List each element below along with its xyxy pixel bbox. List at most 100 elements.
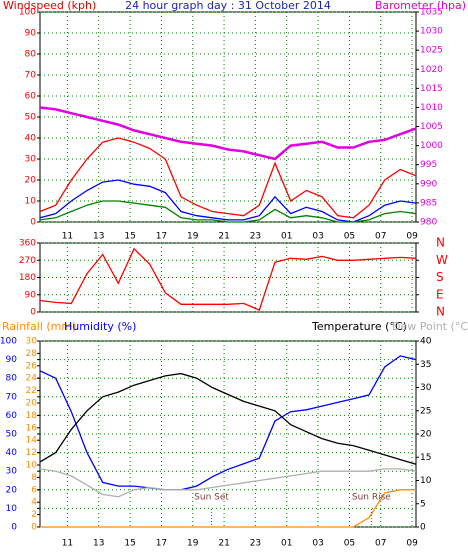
x-tick-label: 21 — [218, 232, 229, 242]
y-tick-label: 50 — [6, 430, 18, 440]
y2-tick-label: S — [436, 270, 444, 284]
x-tick-label: 19 — [187, 232, 199, 242]
y2-tick-label: 5 — [420, 499, 426, 509]
y-tick-label: 70 — [25, 71, 37, 81]
y-tick-label: 0 — [30, 218, 36, 228]
x-tick-label: 03 — [312, 232, 323, 242]
y-tick-label: 90 — [25, 290, 37, 300]
series-line — [39, 247, 417, 311]
x-tick-label: 07 — [375, 539, 386, 549]
y2-tick-label: 20 — [420, 430, 432, 440]
x-tick-label: 17 — [156, 232, 167, 242]
y3-tick-label: 28 — [26, 349, 38, 359]
y2-tick-label: 1015 — [420, 84, 443, 94]
y-tick-label: 40 — [25, 134, 37, 144]
y3-tick-label: 0 — [31, 523, 37, 533]
y3-tick-label: 12 — [26, 448, 37, 458]
y-tick-label: 0 — [11, 523, 17, 533]
y-tick-label: 30 — [25, 155, 37, 165]
y3-tick-label: 24 — [26, 374, 38, 384]
y3-tick-label: 2 — [31, 510, 37, 520]
y-tick-label: 20 — [25, 176, 37, 186]
y2-tick-label: 35 — [420, 360, 431, 370]
y-tick-label: 60 — [6, 411, 18, 421]
y-tick-label: 180 — [19, 273, 36, 283]
y-tick-label: 20 — [6, 485, 18, 495]
y3-tick-label: 14 — [26, 436, 38, 446]
y2-tick-label: 1005 — [420, 122, 443, 132]
y3-tick-label: 10 — [26, 461, 38, 471]
y3-tick-label: 18 — [26, 411, 38, 421]
y2-tick-label: N — [436, 236, 445, 250]
x-tick-label: 15 — [124, 539, 135, 549]
y-tick-label: 30 — [6, 467, 18, 477]
y2-axis-title: Barometer (hpa) — [375, 0, 466, 12]
x-tick-label: 19 — [187, 539, 199, 549]
y2-tick-label: 985 — [420, 198, 437, 208]
y2-tick-label: 990 — [420, 179, 437, 189]
y2-tick-label: 0 — [420, 523, 426, 533]
y2-tick-label: 1035 — [420, 8, 443, 18]
series-line — [39, 372, 417, 465]
x-tick-label: 15 — [124, 232, 135, 242]
y-tick-label: 100 — [0, 337, 17, 347]
series-line — [40, 489, 416, 528]
y3-tick-label: 16 — [26, 423, 38, 433]
y2-tick-label: 1025 — [420, 46, 443, 56]
y2-tick-label: 30 — [420, 383, 432, 393]
series-line — [39, 200, 417, 223]
y3-tick-label: 22 — [26, 386, 37, 396]
y-tick-label: 90 — [6, 355, 18, 365]
x-tick-label: 23 — [250, 232, 261, 242]
x-tick-label: 09 — [406, 232, 418, 242]
y2-tick-label: 1030 — [420, 27, 443, 37]
x-tick-label: 03 — [312, 539, 323, 549]
y2-tick-label: W — [436, 253, 448, 267]
y-tick-label: 360 — [19, 239, 36, 249]
x-tick-label: 05 — [344, 232, 355, 242]
y-tick-label: 10 — [25, 197, 37, 207]
y-tick-label: 270 — [19, 256, 36, 266]
x-tick-label: 09 — [406, 539, 418, 549]
y2-tick-label: 25 — [420, 406, 431, 416]
series-label: Rainfall (mm) — [2, 320, 76, 333]
y2-tick-label: 15 — [420, 453, 431, 463]
series-label: Dew Point (°C) — [392, 320, 468, 333]
chart-title: 24 hour graph day : 31 October 2014 — [125, 0, 331, 12]
y3-tick-label: 6 — [31, 485, 37, 495]
x-tick-label: 11 — [62, 539, 73, 549]
y-tick-label: 50 — [25, 113, 37, 123]
x-tick-label: 13 — [93, 539, 104, 549]
x-tick-label: 17 — [156, 539, 167, 549]
y-axis-title: Windspeed (kph) — [3, 0, 96, 12]
y3-tick-label: 20 — [26, 399, 38, 409]
y-tick-label: 0 — [30, 308, 36, 318]
x-tick-label: 23 — [250, 539, 261, 549]
y2-tick-label: N — [436, 305, 445, 319]
series-line — [39, 468, 417, 498]
series-line — [39, 355, 417, 491]
y-tick-label: 10 — [6, 504, 18, 514]
x-tick-label: 01 — [281, 539, 292, 549]
y3-tick-label: 8 — [31, 473, 37, 483]
series-label: Temperature (°C) — [311, 320, 407, 333]
y3-tick-label: 4 — [31, 498, 37, 508]
x-tick-label: 07 — [375, 232, 386, 242]
y2-tick-label: 40 — [420, 337, 432, 347]
series-line — [39, 137, 417, 219]
series-line — [39, 106, 417, 161]
annotation: Sun Rise — [352, 493, 391, 503]
annotation: Sun Set — [194, 493, 229, 503]
series-label: Humidity (%) — [64, 320, 136, 333]
y-tick-label: 70 — [6, 392, 18, 402]
y2-tick-label: 10 — [420, 476, 432, 486]
x-tick-label: 21 — [218, 539, 229, 549]
y-tick-label: 40 — [6, 448, 18, 458]
x-tick-label: 13 — [93, 232, 104, 242]
y3-tick-label: 30 — [26, 337, 38, 347]
x-tick-label: 11 — [62, 232, 73, 242]
y2-tick-label: 1010 — [420, 103, 443, 113]
y2-tick-label: 980 — [420, 218, 437, 228]
